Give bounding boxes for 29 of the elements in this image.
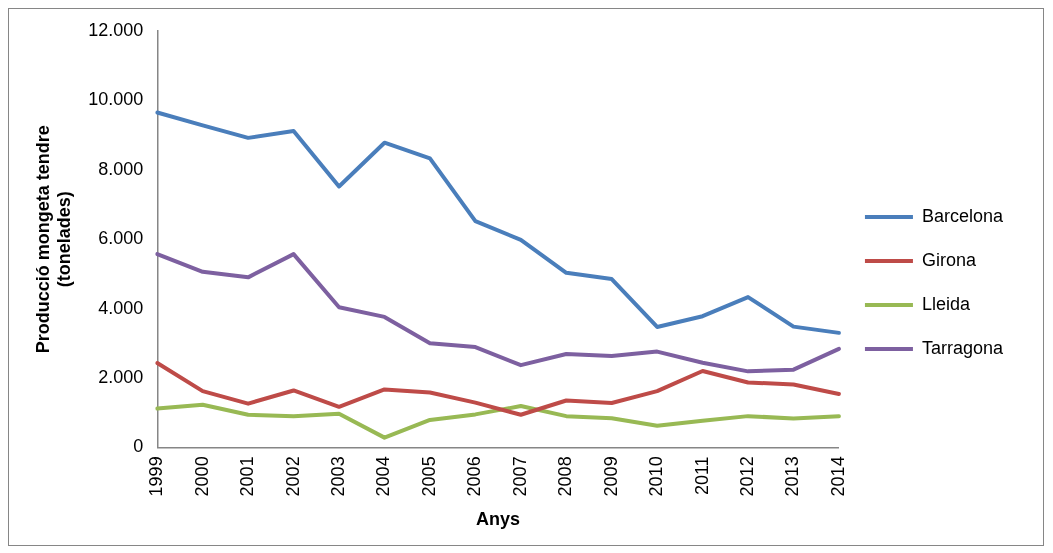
y-axis-title: Producció mongeta tendre (tonelades) (32, 125, 75, 354)
y-tick-label: 0 (133, 436, 144, 457)
x-tick-label: 1999 (146, 456, 167, 497)
legend-label: Tarragona (921, 337, 1004, 358)
x-tick-label: 2009 (600, 456, 621, 497)
x-tick-label: 2000 (191, 456, 212, 497)
x-tick-label: 2003 (328, 456, 349, 497)
x-tick-label: 2014 (827, 456, 848, 497)
legend-label: Lleida (921, 293, 971, 314)
legend-label: Girona (921, 249, 977, 270)
y-tick-label: 2.000 (98, 366, 144, 387)
x-tick-label: 2011 (691, 456, 712, 496)
y-tick-label: 4.000 (98, 297, 144, 318)
x-tick-label: 2004 (373, 456, 394, 497)
legend-label: Barcelona (921, 205, 1004, 226)
y-tick-label: 10.000 (88, 89, 144, 110)
x-tick-label: 2006 (464, 456, 485, 497)
y-tick-label: 12.000 (88, 19, 144, 40)
x-axis-title: Anys (476, 509, 521, 530)
y-tick-label: 8.000 (98, 158, 144, 179)
x-tick-label: 2007 (509, 456, 530, 497)
x-tick-label: 2005 (418, 456, 439, 497)
x-tick-label: 2013 (782, 456, 803, 497)
x-tick-label: 2010 (646, 456, 667, 497)
y-tick-label: 6.000 (98, 228, 144, 249)
x-tick-label: 2002 (282, 456, 303, 497)
x-tick-label: 2008 (555, 456, 576, 497)
x-tick-label: 2012 (737, 456, 758, 497)
x-tick-label: 2001 (237, 456, 258, 497)
